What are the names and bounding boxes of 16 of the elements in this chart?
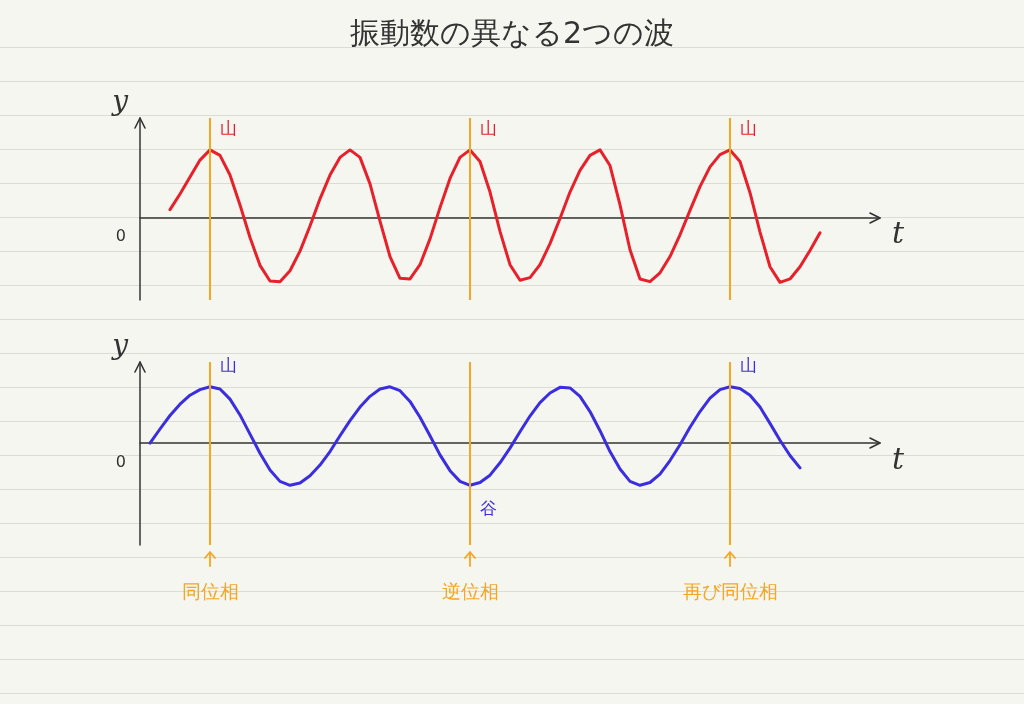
text: 0 <box>115 451 126 471</box>
y-axis-title: y <box>110 83 130 117</box>
text: 山 <box>220 355 237 376</box>
text: 山 <box>740 118 757 139</box>
text: 山 <box>220 118 237 139</box>
text: 逆位相 <box>441 579 499 602</box>
text: 山 <box>740 355 757 376</box>
text: 0 <box>115 226 126 246</box>
y-axis-title: y <box>110 327 130 361</box>
x-axis-title: t <box>892 215 905 251</box>
chart-title: 振動数の異なる2つの波 <box>349 14 675 50</box>
text: 再び同位相 <box>682 579 778 602</box>
x-axis-title: t <box>892 440 905 476</box>
text: 山 <box>480 118 497 139</box>
text: 谷 <box>480 497 497 518</box>
text: 同位相 <box>181 579 239 602</box>
